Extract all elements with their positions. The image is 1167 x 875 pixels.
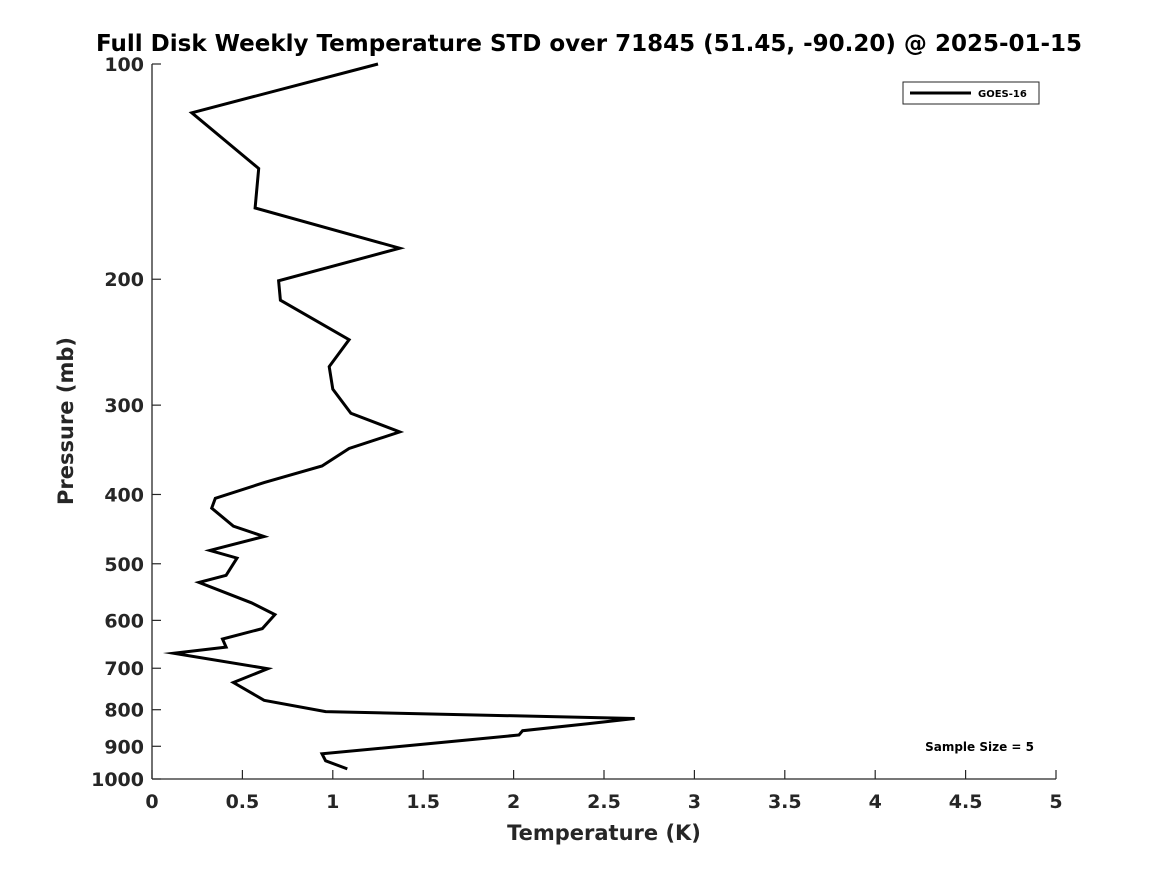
x-tick-label: 2 <box>507 791 520 813</box>
y-tick-label: 600 <box>104 610 144 632</box>
x-axis-label: Temperature (K) <box>507 821 701 845</box>
y-tick-label: 500 <box>104 554 144 576</box>
y-tick-label: 700 <box>104 658 144 680</box>
x-tick-label: 3.5 <box>768 791 802 813</box>
y-tick-label: 900 <box>104 736 144 758</box>
x-tick-label: 3 <box>688 791 701 813</box>
x-tick-label: 0 <box>145 791 158 813</box>
x-tick-label: 0.5 <box>226 791 260 813</box>
legend: GOES-16 <box>902 81 1040 105</box>
y-tick-label: 100 <box>104 54 144 76</box>
y-axis-ticks: 100 200 300 400 500 600 700 800 900 1000 <box>91 54 161 791</box>
y-tick-label: 300 <box>104 395 144 417</box>
x-tick-label: 4.5 <box>949 791 983 813</box>
y-axis-label: Pressure (mb) <box>54 337 78 505</box>
series-line-goes-16 <box>162 62 635 771</box>
y-tick-label: 800 <box>104 700 144 722</box>
sample-size-annotation: Sample Size = 5 <box>925 740 1034 754</box>
x-tick-label: 4 <box>869 791 882 813</box>
y-tick-label: 400 <box>104 484 144 506</box>
x-axis-ticks: 0 0.5 1 1.5 2 2.5 3 3.5 4 4.5 5 <box>145 770 1063 813</box>
x-tick-label: 5 <box>1049 791 1062 813</box>
plot-frame <box>151 64 1056 780</box>
y-tick-label: 1000 <box>91 769 144 791</box>
legend-label-goes-16: GOES-16 <box>978 89 1027 100</box>
x-tick-label: 1.5 <box>406 791 440 813</box>
series-group <box>162 62 635 771</box>
y-tick-label: 200 <box>104 269 144 291</box>
x-tick-label: 2.5 <box>587 791 621 813</box>
x-tick-label: 1 <box>326 791 339 813</box>
chart-title: Full Disk Weekly Temperature STD over 71… <box>96 31 1082 57</box>
